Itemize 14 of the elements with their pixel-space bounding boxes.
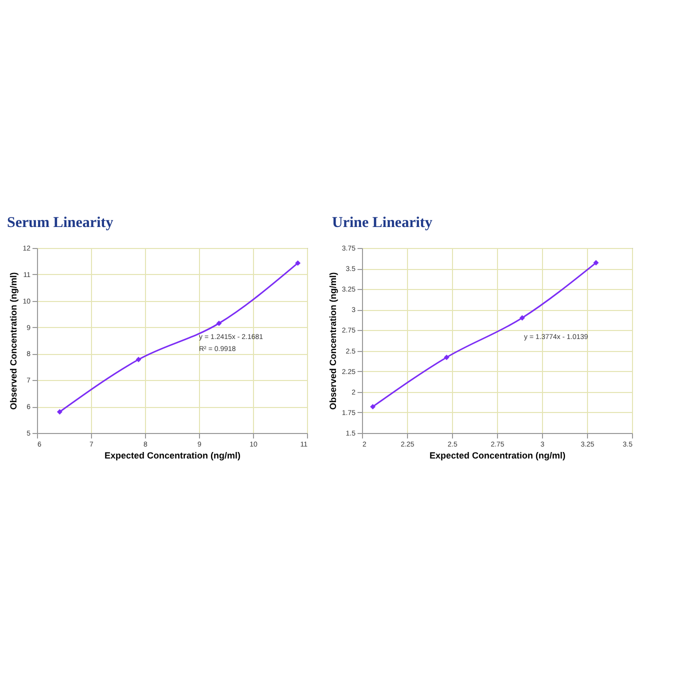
point xyxy=(136,356,142,362)
chart-title: Serum Linearity xyxy=(7,215,114,231)
chart-title: Urine Linearity xyxy=(332,215,433,231)
x-axis-title: Expected Concentration (ng/ml) xyxy=(104,450,241,460)
point xyxy=(370,404,376,410)
x-axis-title: Expected Concentration (ng/ml) xyxy=(429,450,566,460)
point xyxy=(56,409,62,415)
y-axis-title: Observed Concentration (ng/ml) xyxy=(328,272,338,410)
point xyxy=(295,260,301,266)
point xyxy=(519,315,525,321)
point xyxy=(444,354,450,360)
y-axis-title: Observed Concentration (ng/ml) xyxy=(8,272,19,410)
point xyxy=(216,320,222,326)
point xyxy=(593,260,599,266)
